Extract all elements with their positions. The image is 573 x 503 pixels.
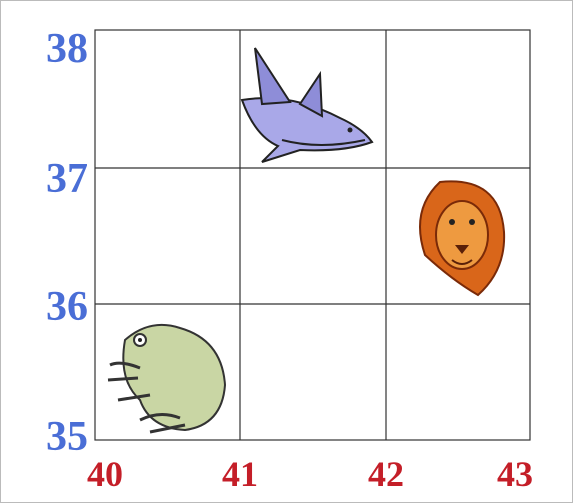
- x-label: 41: [222, 454, 258, 494]
- y-label: 38: [46, 26, 88, 72]
- x-label: 43: [497, 454, 533, 494]
- y-label: 37: [46, 156, 88, 202]
- x-label: 40: [87, 454, 123, 494]
- y-label: 36: [46, 284, 88, 330]
- coordinate-grid-picture: 38 37 36 35 40 41 42 43: [0, 0, 573, 503]
- x-label: 42: [368, 454, 404, 494]
- y-label: 35: [46, 414, 88, 460]
